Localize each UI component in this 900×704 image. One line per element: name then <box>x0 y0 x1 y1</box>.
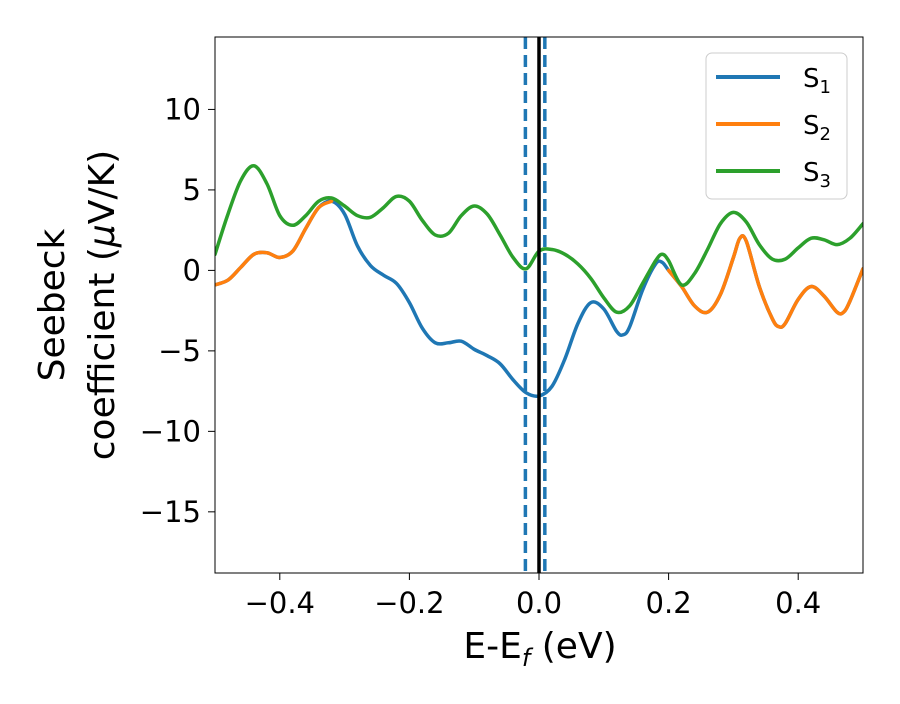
x-tick-label: −0.4 <box>245 586 315 620</box>
x-axis: −0.4 −0.2 0.0 0.2 0.4 <box>245 573 821 620</box>
legend-item-s1: S1 <box>716 64 831 98</box>
y-axis-title-line2: coefficient (μV/K) <box>82 150 123 460</box>
x-axis-title: E-Ef (eV) <box>463 626 616 672</box>
legend-label-s1: S1 <box>803 64 831 98</box>
x-tick-label: −0.2 <box>374 586 444 620</box>
y-axis: 10 5 0 −5 −10 −15 <box>140 92 215 529</box>
y-axis-title-suffix: V/K) <box>82 150 123 224</box>
y-tick-label: −15 <box>140 495 201 529</box>
y-tick-label: −5 <box>158 334 201 368</box>
x-tick-label: 0.2 <box>646 586 692 620</box>
legend-label-s3: S3 <box>803 158 831 192</box>
y-axis-title-prefix: coefficient ( <box>82 247 123 460</box>
series-line-s3 <box>215 164 863 315</box>
x-axis-title-main: E-E <box>463 626 521 667</box>
y-axis-title-line1: Seebeck <box>32 228 73 381</box>
y-tick-label: 0 <box>183 253 201 287</box>
series-line-s2-part1 <box>215 199 334 287</box>
x-tick-label: 0.0 <box>516 586 562 620</box>
legend-item-s2: S2 <box>716 111 831 145</box>
plot-area <box>215 37 863 573</box>
legend: S1 S2 S3 <box>705 52 848 200</box>
legend-item-s3: S3 <box>716 158 831 192</box>
y-tick-label: 5 <box>183 173 201 207</box>
y-axis-title: Seebeck coefficient (μV/K) <box>32 150 123 460</box>
y-axis-title-mu: μ <box>82 224 123 248</box>
legend-label-s2: S2 <box>803 111 831 145</box>
y-tick-label: 10 <box>164 92 201 126</box>
series-line-s2-part2 <box>666 234 863 329</box>
y-tick-label: −10 <box>140 414 201 448</box>
x-axis-title-suffix: (eV) <box>530 626 616 667</box>
x-tick-label: 0.4 <box>775 586 821 620</box>
